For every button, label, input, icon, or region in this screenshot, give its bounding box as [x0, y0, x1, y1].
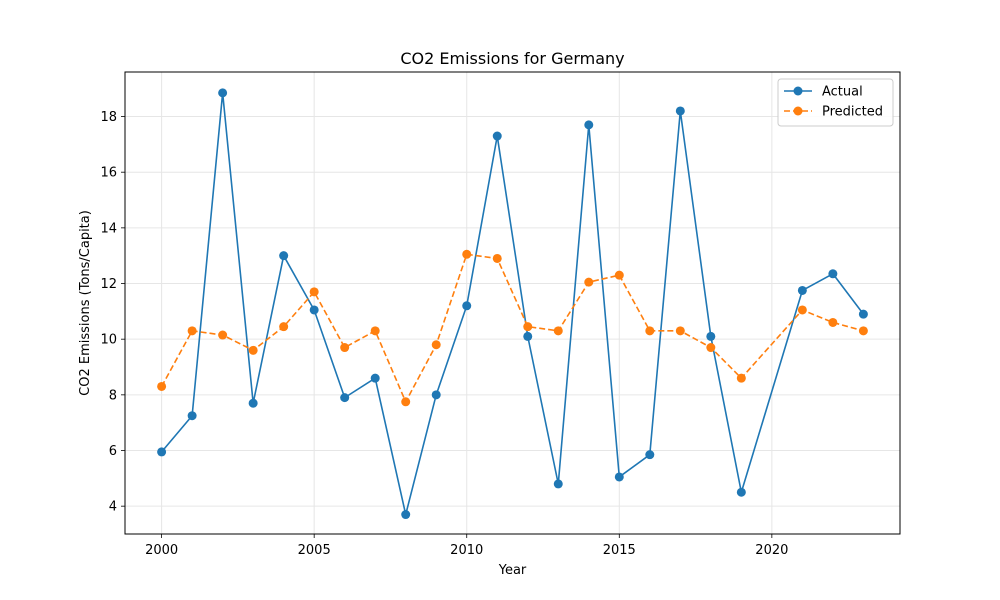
data-point-predicted — [858, 326, 868, 336]
legend-item-predicted: Predicted — [784, 105, 883, 120]
y-tick-label: 6 — [109, 444, 117, 459]
y-tick-label: 8 — [109, 388, 117, 403]
data-point-actual — [828, 269, 838, 279]
data-point-actual — [675, 106, 685, 116]
legend: Actual Predicted — [777, 78, 894, 127]
data-point-predicted — [279, 322, 289, 332]
data-point-actual — [401, 510, 411, 520]
data-point-actual — [584, 120, 594, 130]
x-tick-label: 2010 — [450, 543, 483, 558]
data-point-predicted — [645, 326, 655, 336]
y-tick-label: 4 — [109, 500, 117, 515]
data-point-predicted — [401, 397, 411, 407]
legend-label: Predicted — [822, 105, 883, 120]
data-point-predicted — [187, 326, 197, 336]
data-point-predicted — [370, 326, 380, 336]
data-point-predicted — [248, 345, 258, 355]
data-point-actual — [248, 398, 258, 408]
y-tick-label: 14 — [100, 221, 117, 236]
data-point-predicted — [614, 270, 624, 280]
data-point-actual — [462, 301, 472, 311]
data-point-actual — [157, 447, 167, 457]
data-point-actual — [858, 309, 868, 319]
y-tick-label: 18 — [100, 110, 117, 125]
data-point-actual — [218, 88, 228, 98]
data-point-actual — [492, 131, 502, 141]
data-point-actual — [706, 331, 716, 341]
data-point-actual — [431, 390, 441, 400]
data-point-actual — [797, 285, 807, 295]
data-point-actual — [645, 450, 655, 460]
legend-marker-actual — [793, 86, 803, 96]
data-point-actual — [553, 479, 563, 489]
y-tick-label: 10 — [100, 333, 117, 348]
x-tick-label: 2020 — [755, 543, 788, 558]
y-tick-label: 16 — [100, 166, 117, 181]
series-layer — [157, 88, 868, 520]
legend-label: Actual — [822, 85, 863, 100]
data-point-predicted — [462, 249, 472, 259]
plot-frame — [124, 71, 901, 535]
data-point-predicted — [828, 317, 838, 327]
data-point-predicted — [492, 253, 502, 263]
legend-item-actual: Actual — [784, 85, 863, 100]
data-point-actual — [279, 251, 289, 261]
data-point-actual — [340, 393, 350, 403]
data-point-predicted — [340, 343, 350, 353]
data-point-predicted — [706, 343, 716, 353]
data-point-actual — [187, 411, 197, 421]
data-point-predicted — [431, 340, 441, 350]
data-point-actual — [523, 331, 533, 341]
data-point-predicted — [584, 277, 594, 287]
data-point-predicted — [797, 305, 807, 315]
data-point-predicted — [157, 381, 167, 391]
chart-title: CO2 Emissions for Germany — [400, 49, 624, 68]
x-tick-label: 2015 — [603, 543, 636, 558]
data-point-predicted — [736, 373, 746, 383]
data-point-actual — [614, 472, 624, 482]
data-point-predicted — [309, 287, 319, 297]
axis-layer: 2000 2005 2010 2015 2020 4 6 8 10 12 14 16 18 — [100, 110, 788, 558]
legend-marker-predicted — [793, 106, 803, 116]
x-axis-title: Year — [498, 563, 527, 578]
x-tick-label: 2005 — [298, 543, 331, 558]
data-point-predicted — [523, 322, 533, 332]
data-point-actual — [736, 487, 746, 497]
x-tick-label: 2000 — [145, 543, 178, 558]
y-tick-label: 12 — [100, 277, 117, 292]
y-axis-title: CO2 Emissions (Tons/Capita) — [78, 210, 93, 396]
series-actual — [157, 88, 868, 520]
data-point-actual — [309, 305, 319, 315]
series-predicted — [157, 249, 868, 407]
data-point-predicted — [553, 326, 563, 336]
data-point-actual — [370, 373, 380, 383]
data-point-predicted — [218, 330, 228, 340]
data-point-predicted — [675, 326, 685, 336]
